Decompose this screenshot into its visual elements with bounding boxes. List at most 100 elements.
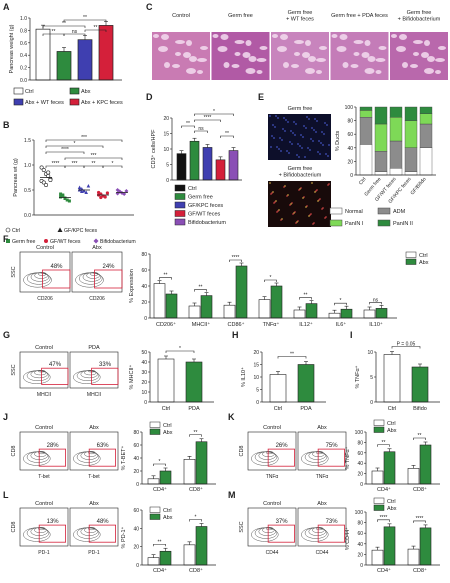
E-stack-segment	[374, 150, 388, 172]
E-fluorescence-image-2	[268, 181, 331, 227]
C-tissue-lumen	[316, 70, 322, 74]
F-ytick-label: 40	[141, 284, 147, 290]
C-image-label: Germ free	[407, 10, 432, 16]
H-bar	[269, 374, 287, 403]
D-bar-4	[228, 150, 239, 181]
F-bar	[165, 293, 178, 319]
E-cell	[314, 118, 316, 120]
panel-letter-M: M	[228, 490, 236, 500]
J-legend-swatch	[149, 428, 161, 435]
I-ytick-label: 0	[370, 400, 373, 406]
J-ytick-label: 20	[133, 469, 139, 475]
K-bar	[383, 451, 396, 485]
M-gate-pct: 73%	[326, 519, 339, 525]
E-stack-segment	[419, 113, 433, 125]
E-cell	[281, 139, 283, 141]
B-legend-label: Bifidobacterium	[100, 239, 136, 245]
B-point	[63, 197, 67, 200]
L-gate-pct: 13%	[47, 519, 60, 525]
H-ytick-label: 0	[256, 400, 259, 406]
F-bar	[270, 285, 283, 319]
L-sig-bracket	[189, 519, 202, 522]
K-sig-bracket	[413, 437, 426, 440]
E-stack-segment	[374, 123, 388, 152]
G-ytick-label: 30	[141, 370, 147, 376]
M-ylabel: % CD44⁺	[344, 527, 351, 550]
C-tissue-lumen	[305, 40, 311, 46]
E-legend-swatch	[377, 207, 391, 215]
E-cell	[321, 208, 323, 210]
E-cell	[282, 128, 284, 130]
F-sig-label: *	[340, 298, 342, 304]
E-stack-segment	[419, 123, 433, 148]
G-ytick-label: 40	[141, 360, 147, 366]
L-contour	[87, 527, 96, 531]
E-cell	[316, 120, 318, 122]
B-sig-label: ****	[61, 147, 69, 153]
B-sig-label: **	[92, 161, 96, 167]
E-legend-label: ADM	[393, 209, 406, 215]
E-cell	[302, 197, 304, 199]
M-flow-plot	[297, 507, 347, 547]
M-ytick-label: 60	[357, 531, 363, 537]
C-tissue-lumen	[200, 46, 208, 50]
C-tissue-lumen	[186, 68, 196, 74]
F-bar	[200, 295, 213, 319]
L-bar	[147, 557, 160, 566]
E-cell	[308, 215, 310, 217]
E-cell	[312, 140, 314, 142]
D-ytick-label: 15	[163, 132, 169, 138]
L-yaxis-label: CD8	[11, 521, 17, 532]
C-tissue-lumen	[353, 40, 364, 44]
E-stack-segment	[404, 106, 418, 121]
E-stack-segment	[359, 144, 373, 176]
E-cell	[311, 182, 313, 184]
C-tissue-lumen	[361, 52, 370, 58]
C-tissue-lumen	[410, 64, 418, 68]
D-sig-bracket	[194, 119, 221, 122]
F-bar	[305, 303, 318, 319]
C-tissue-lumen	[186, 40, 192, 46]
L-xtick-label: CD8⁺	[189, 567, 203, 574]
B-point	[82, 189, 86, 193]
E-cell	[284, 130, 286, 132]
H-ytick-label: 20	[253, 350, 259, 356]
B-point	[80, 189, 84, 193]
L-xaxis-label: PD-1	[88, 550, 100, 556]
B-point	[59, 192, 63, 196]
F-xtick-label: CD86⁺	[228, 321, 245, 328]
K-ytick-label: 100	[355, 430, 364, 436]
K-xaxis-label: TNFα	[316, 474, 329, 480]
E-cell	[269, 115, 271, 117]
A-legend-label: Abx + WT feces	[25, 100, 64, 106]
D-legend-label: Bifidobacterium	[188, 220, 226, 226]
J-xaxis-label: T-bet	[38, 474, 50, 480]
A-bar-3	[98, 25, 114, 81]
J-xaxis-label: T-bet	[88, 474, 100, 480]
E-cell	[280, 150, 282, 152]
C-tissue-lumen	[402, 62, 408, 68]
B-legend-swatch	[57, 227, 63, 232]
E-cell	[292, 132, 294, 134]
E-cell	[309, 149, 311, 151]
D-ytick-label: 5	[166, 163, 169, 169]
F-sig-bracket	[159, 277, 172, 280]
C-image-label: Germ free	[228, 13, 253, 19]
B-sig-bracket	[102, 165, 123, 168]
L-xtick-label: CD4⁺	[153, 567, 167, 574]
E-fluorescence-image-1	[268, 114, 331, 160]
C-tissue-lumen	[427, 56, 435, 62]
B-point	[86, 184, 91, 188]
C-tissue-lumen	[259, 46, 268, 50]
C-tissue-lumen	[197, 70, 203, 74]
B-legend-swatch	[5, 227, 11, 233]
C-tissue-lumen	[421, 52, 429, 58]
L-bar	[159, 550, 172, 566]
E-cell	[296, 154, 298, 156]
F-xtick-label: IL10⁺	[369, 321, 383, 328]
C-tissue-lumen	[435, 58, 445, 62]
C-tissue-lumen	[175, 52, 181, 56]
G-ytick-label: 50	[141, 350, 147, 356]
J-sig-bracket	[153, 463, 166, 466]
J-yaxis-label: CD8	[11, 445, 17, 456]
